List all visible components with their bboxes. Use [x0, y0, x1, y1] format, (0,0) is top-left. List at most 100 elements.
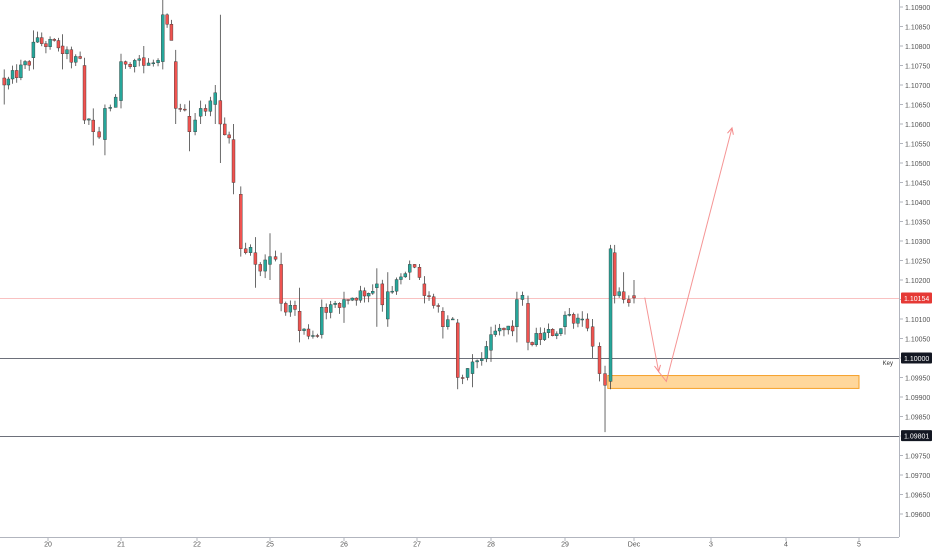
- y-tick-label: 1.10600: [905, 122, 930, 129]
- candle-body-up: [208, 100, 213, 112]
- candle-body-down: [502, 327, 506, 331]
- candle-body-down: [422, 283, 427, 296]
- candle-body-down: [510, 325, 515, 332]
- x-tick-label: 22: [193, 542, 201, 549]
- candle-body-up: [515, 299, 519, 327]
- level-price-badge: [901, 430, 932, 442]
- candle-body-down: [2, 77, 6, 86]
- projection-arrowhead-down: [654, 364, 661, 373]
- candle-body-up: [87, 118, 91, 121]
- candle-body-down: [538, 333, 543, 340]
- candle-body-up: [489, 334, 493, 351]
- candle-body-up: [198, 108, 203, 117]
- candle-body-down: [15, 70, 19, 78]
- candle-body-up: [31, 41, 36, 58]
- candle-body-down: [60, 45, 65, 55]
- candle-body-up: [403, 273, 408, 278]
- candle-body-up: [320, 307, 324, 335]
- candle-body-down: [165, 14, 169, 25]
- y-tick-label: 1.10800: [905, 44, 930, 51]
- candle-body-up: [108, 107, 112, 109]
- candle-body-down: [91, 119, 95, 132]
- candle-body-down: [346, 299, 350, 301]
- candle-body-up: [132, 60, 137, 67]
- y-tick-label: 1.10400: [905, 200, 930, 207]
- candle-body-up: [268, 256, 272, 265]
- candle-body-up: [399, 276, 403, 280]
- y-tick-label: 1.09700: [905, 473, 930, 480]
- candle-body-up: [48, 39, 52, 47]
- candle-body-down: [362, 290, 367, 297]
- candle-body-down: [243, 248, 248, 253]
- projection-arrowhead-up: [727, 126, 734, 135]
- candle-body-up: [371, 291, 375, 294]
- candle-body-down: [590, 326, 595, 347]
- y-tick-label: 1.10300: [905, 239, 930, 246]
- candle-body-up: [390, 290, 394, 293]
- candle-body-down: [627, 299, 631, 303]
- candle-body-down: [550, 329, 555, 336]
- candle-body-up: [546, 329, 551, 333]
- candle-body-up: [151, 62, 156, 65]
- candle-body-down: [183, 108, 187, 111]
- candle-body-down: [380, 283, 385, 306]
- x-tick-label: 5: [857, 542, 861, 549]
- candle-body-up: [386, 291, 390, 320]
- candle-body-up: [193, 119, 197, 132]
- candle-body-up: [103, 108, 107, 140]
- candle-body-down: [231, 139, 236, 183]
- x-tick-label: Dec: [628, 542, 641, 549]
- candle-body-down: [460, 377, 465, 379]
- candle-body-up: [567, 314, 572, 316]
- x-tick-label: 26: [340, 542, 348, 549]
- candle-body-up: [497, 327, 502, 332]
- candle-body-up: [555, 333, 559, 336]
- x-tick-label: 25: [266, 542, 274, 549]
- y-tick-label: 1.09600: [905, 512, 930, 519]
- y-tick-label: 1.10450: [905, 181, 930, 188]
- candle-body-down: [417, 267, 422, 278]
- candle-body-up: [617, 291, 621, 296]
- y-tick-label: 1.10200: [905, 278, 930, 285]
- candle-body-down: [227, 134, 231, 139]
- candle-body-up: [113, 96, 118, 108]
- candle-body-up: [248, 247, 253, 253]
- candle-body-down: [571, 314, 576, 324]
- candle-body-down: [142, 57, 146, 66]
- candle-body-down: [128, 64, 132, 67]
- y-tick-label: 1.10100: [905, 317, 930, 324]
- projection-path: [644, 127, 733, 383]
- candle-body-up: [358, 290, 363, 301]
- candle-body-up: [608, 248, 613, 382]
- candle-body-down: [40, 37, 44, 44]
- y-tick-label: 1.10550: [905, 142, 930, 149]
- candle-body-down: [279, 264, 283, 304]
- candle-body-up: [484, 346, 489, 360]
- candle-body-up: [470, 361, 475, 374]
- candle-body-down: [306, 328, 311, 337]
- candle-body-up: [493, 330, 498, 335]
- candle-body-down: [530, 342, 534, 345]
- y-tick-label: 1.10650: [905, 103, 930, 110]
- candle-body-down: [56, 40, 61, 49]
- current-price-label: 1.10154: [904, 296, 929, 303]
- candle-body-down: [315, 335, 320, 337]
- candle-body-down: [427, 295, 431, 297]
- candle-body-up: [213, 92, 217, 105]
- y-tick-label: 1.10050: [905, 337, 930, 344]
- candle-body-down: [412, 264, 417, 268]
- candle-body-up: [480, 358, 484, 361]
- candle-body-down: [526, 303, 530, 343]
- candle-body-down: [441, 311, 445, 328]
- candle-body-up: [465, 368, 470, 378]
- candle-body-up: [311, 335, 315, 337]
- candle-body-up: [534, 333, 538, 345]
- y-tick-label: 1.10250: [905, 259, 930, 266]
- candle-body-up: [6, 78, 11, 86]
- x-tick-label: 28: [487, 542, 495, 549]
- candle-body-down: [273, 256, 278, 260]
- candle-body-up: [394, 279, 399, 292]
- level-price-label: 1.09801: [904, 434, 929, 441]
